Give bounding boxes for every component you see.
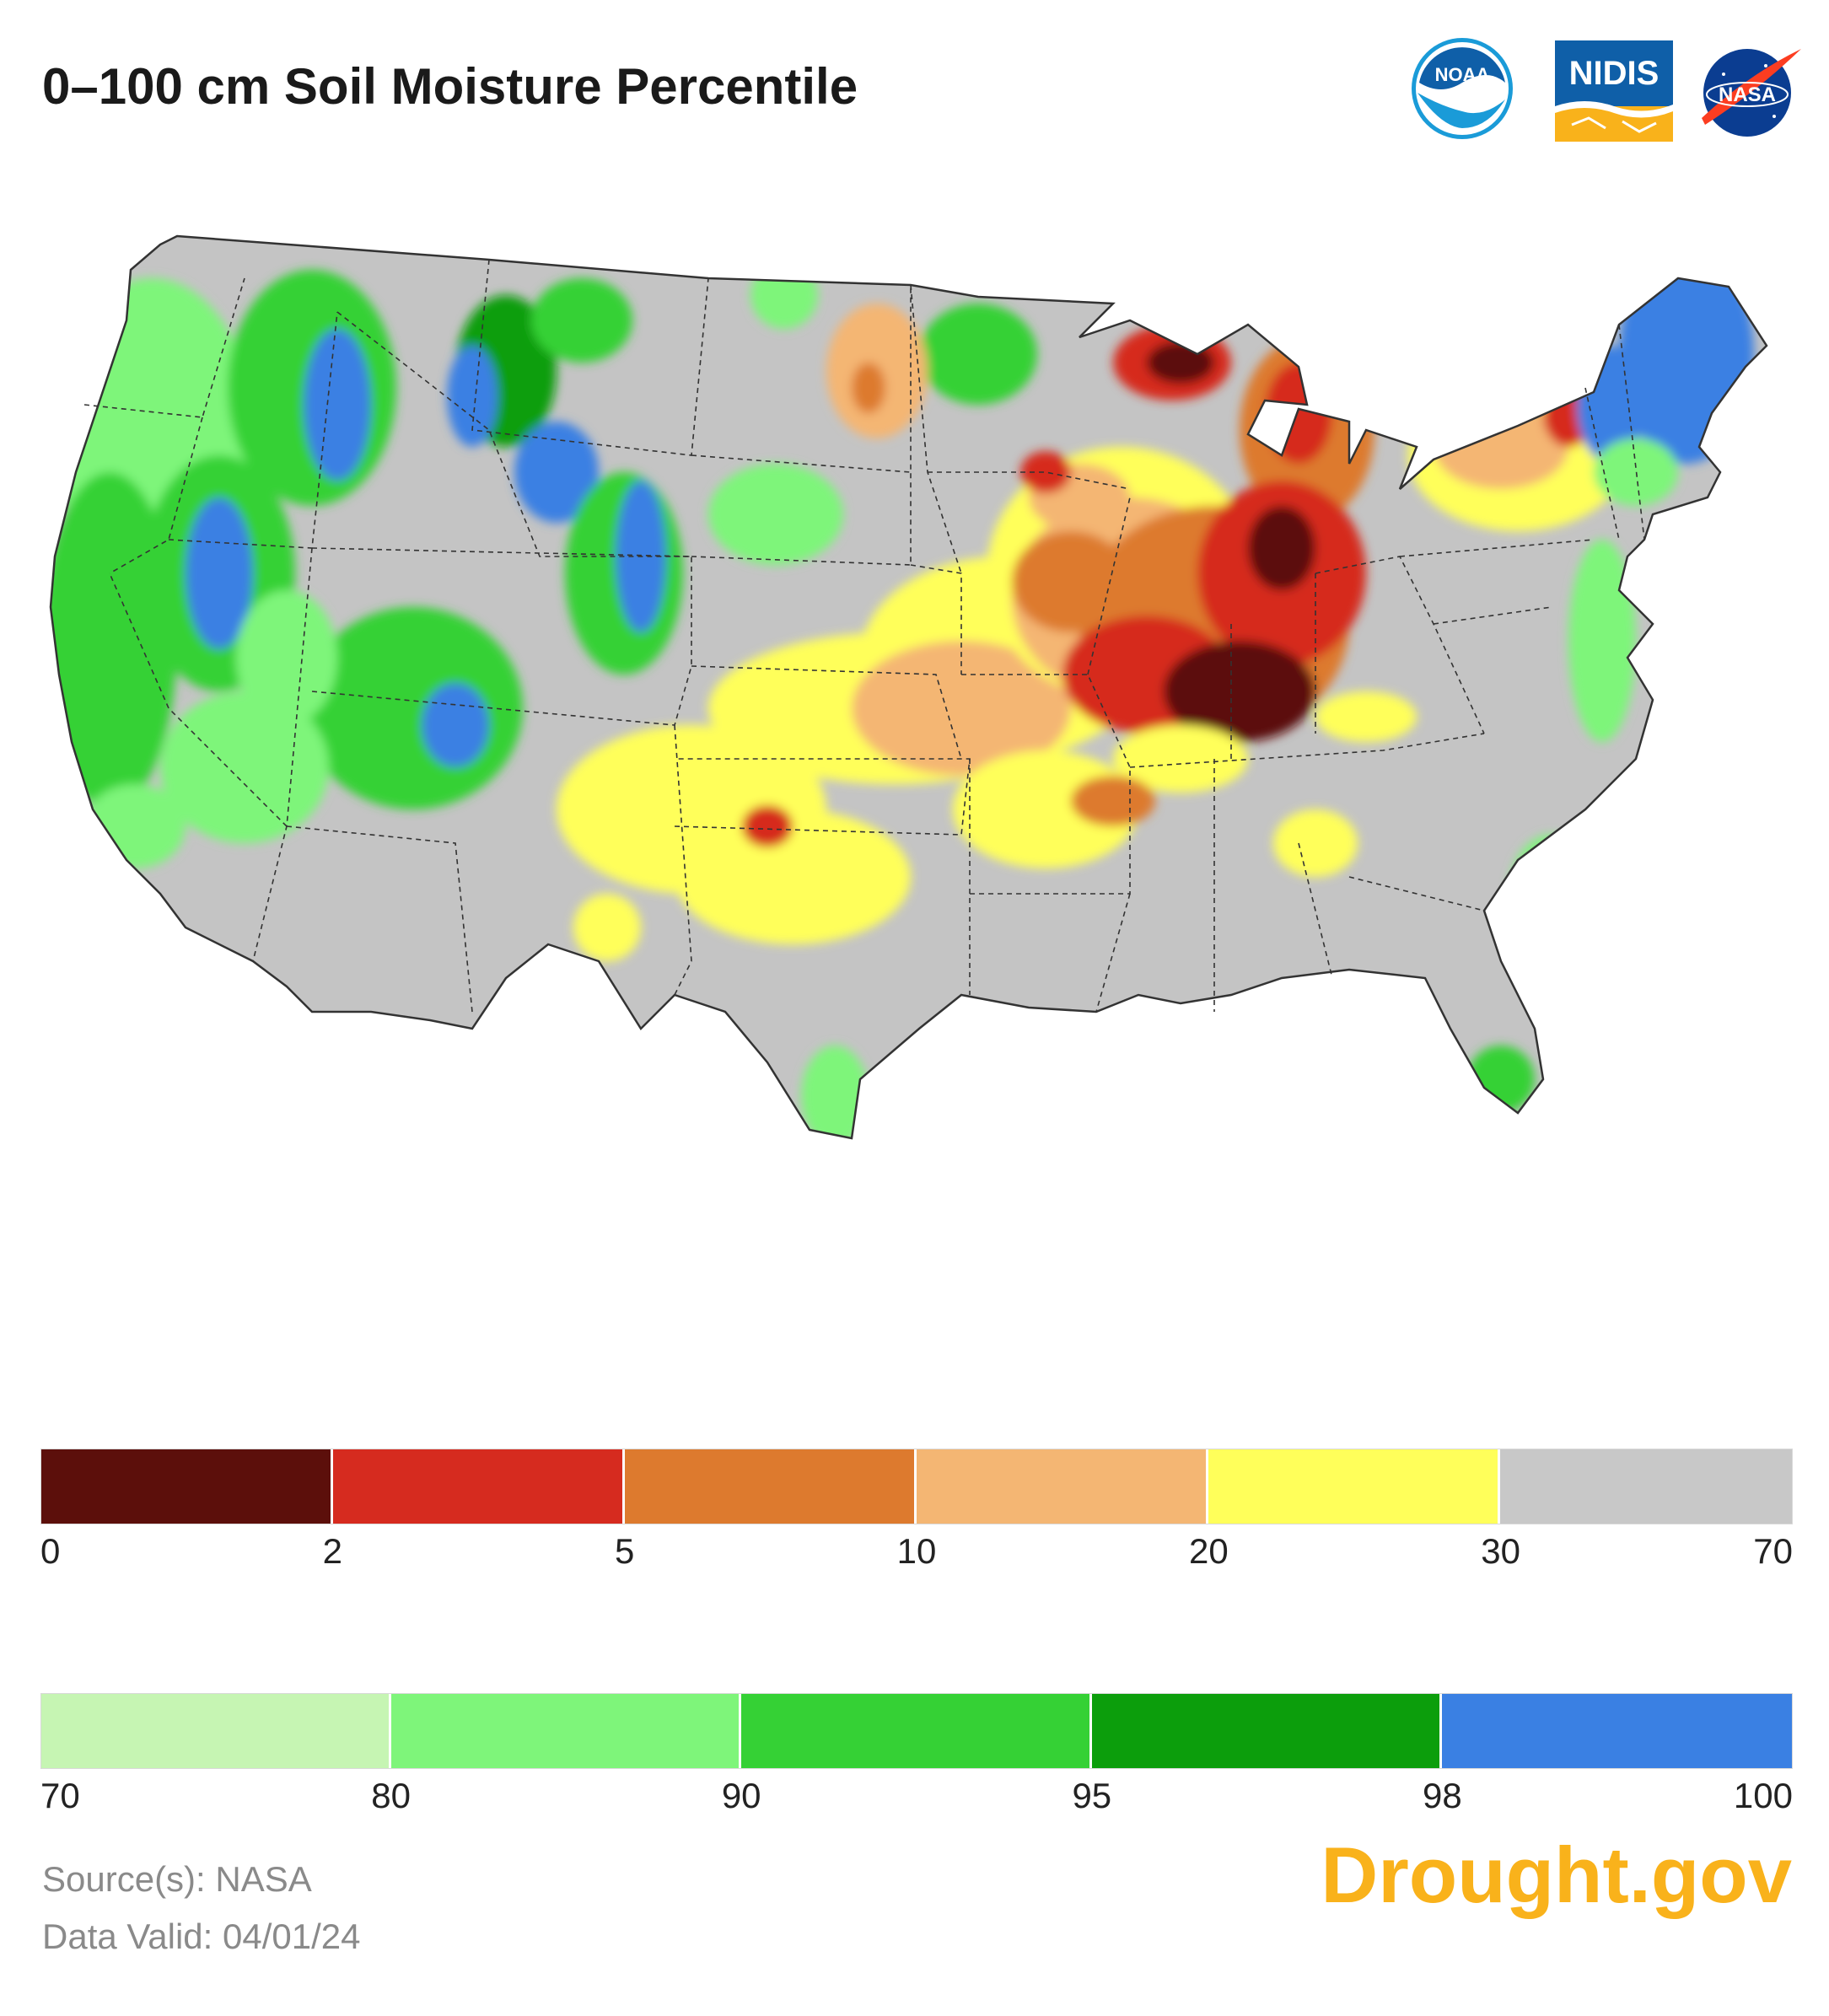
legend-wet-bar: [40, 1693, 1793, 1769]
legend-swatch: [1500, 1449, 1792, 1524]
legend-swatch: [1441, 1694, 1792, 1768]
noaa-logo-text: NOAA: [1435, 64, 1490, 85]
nasa-logo-text: NASA: [1719, 83, 1776, 106]
footer-info: Source(s): NASA Data Valid: 04/01/24: [42, 1851, 361, 1965]
legend-tick-label: 5: [614, 1531, 635, 1571]
legend-swatch: [917, 1449, 1208, 1524]
soil-moisture-map[interactable]: [34, 219, 1805, 1366]
noaa-logo[interactable]: NOAA: [1407, 34, 1517, 143]
legend-swatch: [333, 1449, 625, 1524]
legend-tick-label: 30: [1481, 1531, 1521, 1571]
drought-gov-link[interactable]: Drought.gov: [1321, 1831, 1792, 1919]
legend-tick-label: 80: [371, 1776, 411, 1815]
state-borders: [83, 259, 1645, 1013]
legend-swatch: [1091, 1694, 1442, 1768]
legend-swatch: [41, 1449, 333, 1524]
legend-swatch: [391, 1694, 742, 1768]
source-text: Source(s): NASA: [42, 1859, 312, 1899]
data-valid-text: Data Valid: 04/01/24: [42, 1917, 361, 1956]
legend-swatch: [41, 1694, 392, 1768]
legend-tick-label: 70: [40, 1776, 80, 1815]
nasa-logo[interactable]: NASA: [1698, 40, 1804, 142]
us-map-svg: [49, 234, 1768, 1140]
nidis-logo-text: NIDIS: [1569, 55, 1660, 92]
nidis-logo[interactable]: NIDIS: [1555, 40, 1673, 142]
legend-swatch: [1208, 1449, 1500, 1524]
legend-tick-label: 100: [1733, 1776, 1793, 1815]
legend-tick-label: 70: [1753, 1531, 1793, 1571]
legend-swatch: [625, 1449, 917, 1524]
legend-wet-ticks: 70 80 90 95 98 100: [40, 1769, 1793, 1820]
legend-tick-label: 2: [322, 1531, 343, 1571]
legend-dry-ticks: 0 2 5 10 20 30 70: [40, 1524, 1793, 1575]
legend-dry: 0 2 5 10 20 30 70: [40, 1449, 1793, 1575]
legend-tick-label: 90: [721, 1776, 761, 1815]
legend-dry-bar: [40, 1449, 1793, 1524]
legend-tick-label: 20: [1188, 1531, 1229, 1571]
legend-tick-label: 0: [40, 1531, 61, 1571]
legend-tick-label: 95: [1072, 1776, 1112, 1815]
map-title: 0–100 cm Soil Moisture Percentile: [42, 58, 858, 115]
partner-logos: NOAA NIDIS NASA: [1407, 34, 1801, 152]
legend-swatch: [741, 1694, 1092, 1768]
legend-tick-label: 98: [1423, 1776, 1462, 1815]
legend-tick-label: 10: [896, 1531, 937, 1571]
legend-wet: 70 80 90 95 98 100: [40, 1693, 1793, 1820]
